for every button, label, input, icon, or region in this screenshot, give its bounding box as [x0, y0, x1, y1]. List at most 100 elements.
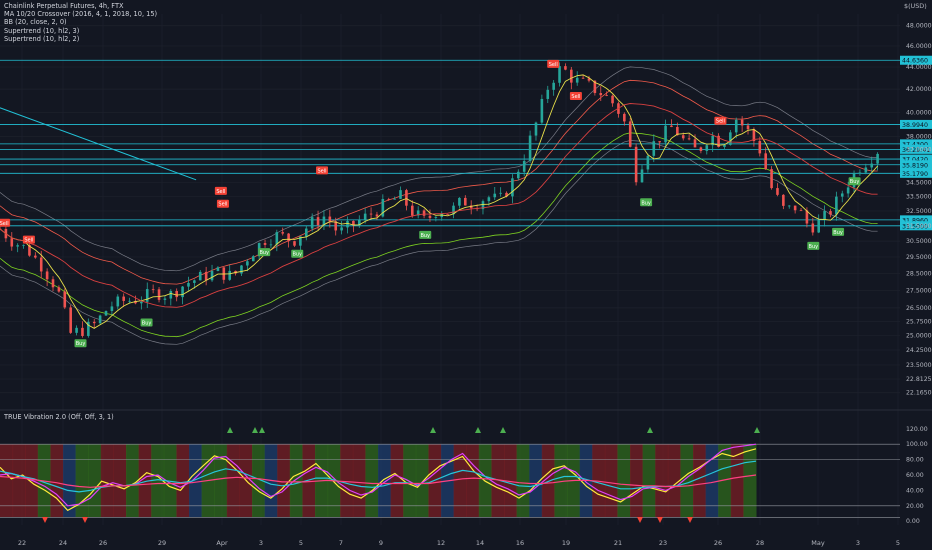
osc-tick-label: 60.00: [906, 472, 924, 479]
candle-body: [405, 190, 408, 206]
candle-body: [717, 135, 720, 147]
x-tick-label: 3: [259, 539, 263, 547]
candle-body: [310, 217, 314, 229]
signal-sell-label: Sell: [716, 119, 725, 125]
candle-body: [416, 210, 420, 216]
x-tick-label: 23: [659, 539, 667, 547]
x-tick-label: 12: [437, 539, 445, 547]
candle-body: [210, 271, 214, 281]
candle-body: [499, 192, 502, 194]
candle-body: [369, 213, 373, 215]
oscillator-markers: [42, 427, 760, 523]
candle-body: [787, 205, 791, 207]
candle-body: [393, 198, 396, 200]
osc-buy-marker: [430, 427, 436, 433]
osc-buy-marker: [500, 427, 506, 433]
y-tick-label: 33.5000: [906, 194, 932, 201]
candle-body: [357, 219, 361, 226]
osc-buy-marker: [754, 427, 760, 433]
candle-body: [581, 77, 585, 79]
y-tick-label: 46.0000: [906, 43, 932, 50]
candle-body: [487, 197, 491, 202]
legend-bb[interactable]: BB (20, close, 2, 0): [4, 18, 67, 27]
candle-body: [151, 289, 155, 290]
candle-body: [352, 220, 355, 226]
candle-body: [593, 80, 597, 94]
legend-supertrend-1[interactable]: Supertrend (10, hl2, 3): [4, 26, 80, 35]
candle-body: [410, 205, 414, 216]
candle-body: [446, 214, 449, 215]
zone-green: [289, 444, 303, 518]
candle-body: [240, 265, 243, 274]
candle-body: [75, 327, 78, 333]
candle-body: [187, 282, 190, 287]
level-label: 44.6360: [902, 58, 928, 65]
zone-red: [100, 444, 114, 518]
level-label: 35.1790: [902, 171, 928, 178]
candle-body: [87, 321, 90, 336]
candle-body: [145, 289, 149, 302]
candle-body: [346, 220, 349, 228]
y-tick-label: 44.0000: [906, 64, 932, 71]
zone-red: [277, 444, 291, 518]
zone-red: [453, 444, 467, 518]
horizontal-levels: 44.636038.994037.430036:29:4137.042035.8…: [0, 55, 932, 231]
zone-red: [491, 444, 505, 518]
candle-body: [570, 69, 573, 83]
x-tick-label: 19: [562, 539, 570, 547]
candle-body: [670, 125, 673, 127]
candle-body: [293, 241, 296, 246]
candle-body: [575, 77, 579, 83]
level-tag: [900, 221, 932, 231]
zone-red: [352, 444, 366, 518]
legend-supertrend-2[interactable]: Supertrend (10, hl2, 2): [4, 34, 80, 43]
x-tick-label: Apr: [216, 539, 228, 547]
x-tick-label: 26: [99, 539, 107, 547]
signal-buy-label: Buy: [833, 230, 843, 236]
signal-buy-label: Buy: [850, 179, 860, 185]
signal-sell: [214, 186, 227, 195]
zone-red: [466, 444, 480, 518]
legend-ma[interactable]: MA 10/20 Crossover (2016, 4, 1, 2018, 10…: [4, 10, 158, 19]
candle-body: [169, 290, 173, 299]
candle-body: [51, 279, 55, 288]
signal-sell-label: Sell: [318, 168, 327, 174]
candle-body: [399, 190, 402, 199]
candle-body: [829, 211, 832, 215]
candle-body: [140, 301, 143, 304]
level-tag: [900, 139, 932, 149]
zone-blue: [189, 444, 203, 518]
signal-buy-label: Buy: [292, 252, 302, 258]
zone-green: [88, 444, 102, 518]
signal-sell: [547, 59, 560, 68]
candle-body: [558, 66, 561, 83]
signal-sell: [714, 116, 727, 125]
candle-body: [546, 89, 550, 99]
ma-fast: [0, 74, 878, 329]
y-tick-label: 37.0000: [906, 146, 932, 153]
zone-red: [630, 444, 644, 518]
x-tick-label: 26: [714, 539, 722, 547]
zone-blue: [378, 444, 392, 518]
signal-buy: [832, 227, 845, 236]
candle-body: [734, 119, 738, 133]
y-tick-label: 42.0000: [906, 86, 932, 93]
level-label: 35.8190: [902, 162, 928, 169]
oscillator-lines: [0, 443, 757, 512]
level-tag: [900, 144, 932, 154]
candle-body: [204, 271, 208, 281]
candle-body: [817, 219, 820, 233]
oscillator-legend[interactable]: TRUE Vibration 2.0 (Off, Off, 3, 1): [4, 413, 114, 421]
y-tick-label: 30.5000: [906, 238, 932, 245]
zone-green: [415, 444, 429, 518]
candle-body: [681, 135, 685, 139]
candle-body: [322, 216, 326, 226]
candle-body: [69, 307, 72, 333]
oscillator-zones: [0, 443, 900, 518]
candle-body: [599, 93, 603, 96]
candle-body: [623, 113, 626, 122]
supertrend-lines: [0, 79, 878, 338]
zone-red: [604, 444, 618, 518]
signal-sell-label: Sell: [549, 62, 558, 68]
